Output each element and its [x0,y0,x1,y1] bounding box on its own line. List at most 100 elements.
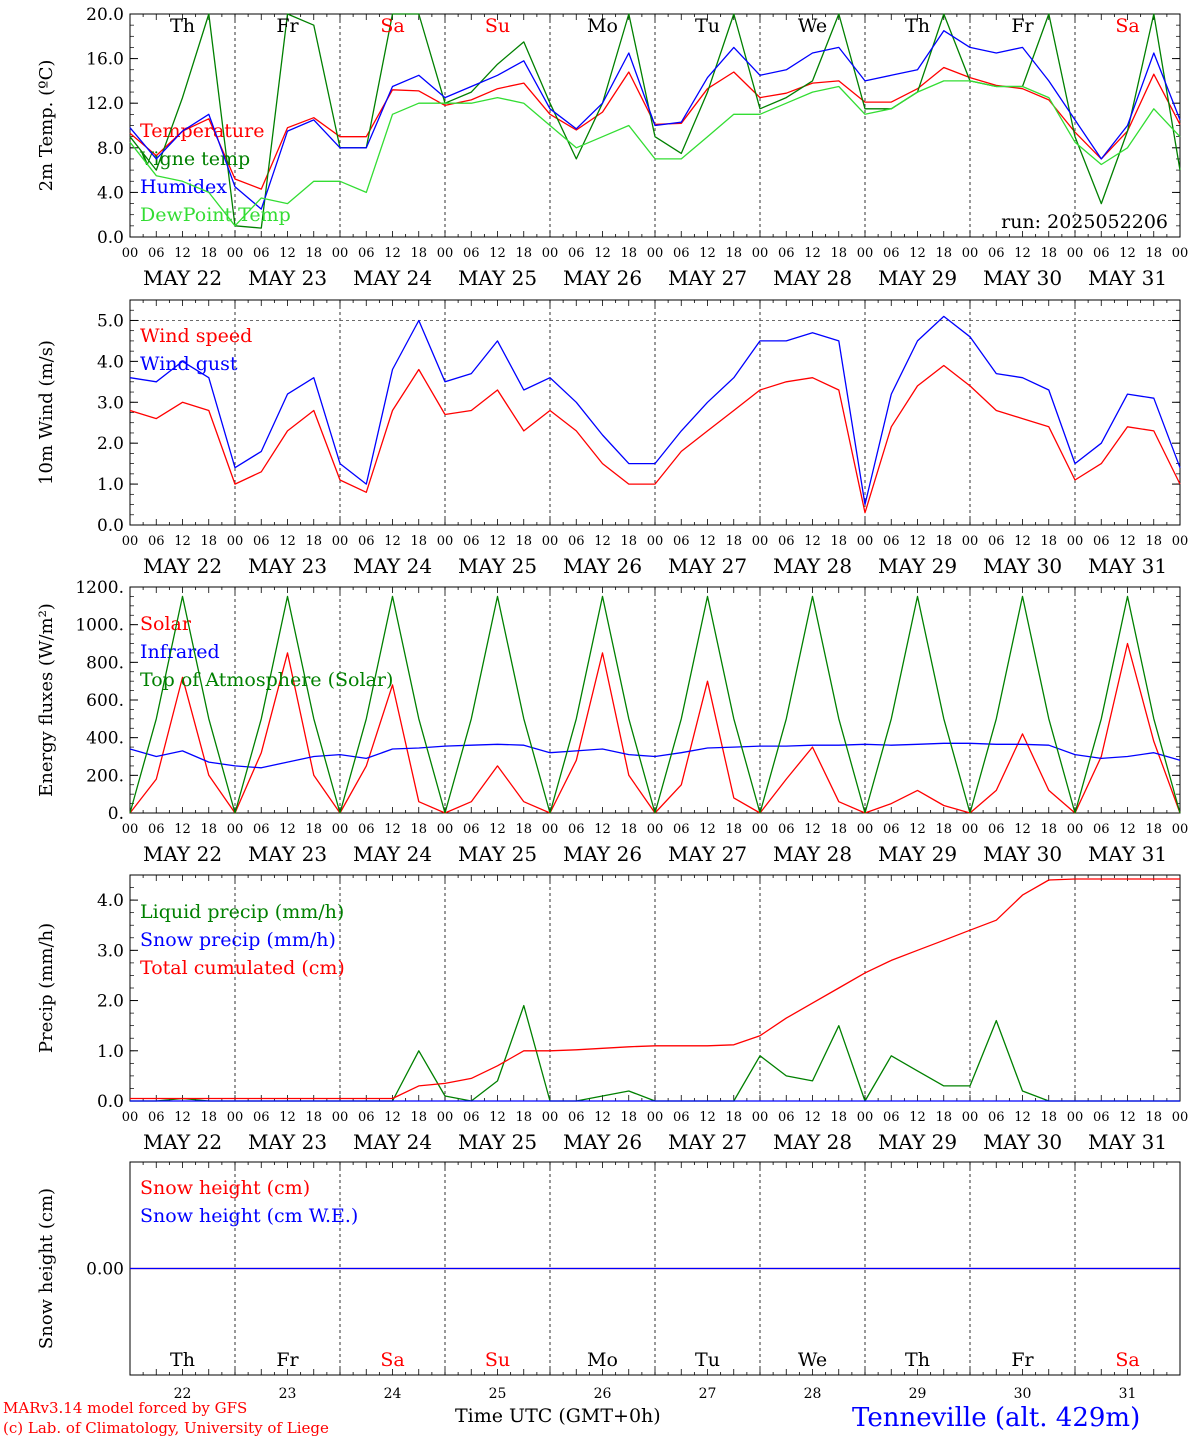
panel-4: 0.0 1.0 2.0 3.0 4.0 Precip (mm/h) Liquid preci… [36,874,1188,1154]
plot-frame [129,299,1181,526]
hour-label: 06 [1093,246,1110,261]
hour-label: 12 [1119,822,1136,837]
y-tick-label: 3.0 [97,393,124,413]
hour-label: 12 [279,534,296,549]
hour-label: 18 [515,822,532,837]
hour-label: 00 [542,534,559,549]
hour-label: 00 [542,1110,559,1125]
hour-label: 06 [568,246,585,261]
hour-label: 18 [515,534,532,549]
hour-label: 12 [174,822,191,837]
hour-label: 12 [594,534,611,549]
y-tick-label: 12.0 [86,94,124,114]
hour-label: 00 [1067,822,1084,837]
hour-label: 18 [410,822,427,837]
hour-label: 18 [305,1110,322,1125]
weekday-label: We [798,15,827,37]
hour-label: 12 [174,1110,191,1125]
hour-label: 00 [752,246,769,261]
hour-label: 00 [1067,534,1084,549]
day-number-label: 24 [384,1386,402,1402]
hour-label: 00 [1172,822,1189,837]
hour-label: 06 [1093,534,1110,549]
hour-label: 06 [253,1110,270,1125]
date-label: MAY 23 [248,1130,327,1154]
date-label: MAY 31 [1088,266,1167,290]
hour-label: 12 [804,534,821,549]
hour-label: 00 [437,534,454,549]
date-label: MAY 24 [353,1130,432,1154]
hour-label: 00 [752,534,769,549]
hour-label: 18 [305,246,322,261]
hour-label: 00 [647,534,664,549]
y-tick-label: 1000. [75,616,124,636]
y-tick-label: 4.0 [97,891,124,911]
hour-label: 00 [437,1110,454,1125]
weekday-label: Mo [587,15,618,37]
date-label: MAY 28 [773,1130,852,1154]
hour-label: 18 [305,534,322,549]
y-axis-label: 2m Temp. (ºC) [36,60,57,192]
series-line-1 [129,364,1181,514]
weekday-label: We [798,1349,827,1371]
station-name: Tenneville (alt. 429m) [852,1403,1141,1433]
hour-label: 00 [122,822,139,837]
hour-label: 00 [122,246,139,261]
hour-label: 00 [647,1110,664,1125]
legend-entry: DewPoint Temp [140,204,291,226]
y-tick-label: 0.00 [86,1260,124,1280]
hour-label: 18 [200,822,217,837]
weekday-label: Sa [380,1349,404,1371]
series-line-4 [129,80,1181,227]
run-label: run: 2025052206 [1001,211,1168,233]
hour-label: 18 [935,1110,952,1125]
date-label: MAY 30 [983,266,1062,290]
hour-label: 12 [174,246,191,261]
hour-label: 12 [279,1110,296,1125]
hour-label: 06 [568,534,585,549]
legend-entry: Snow height (cm) [140,1177,310,1199]
date-label: MAY 27 [668,842,747,866]
date-label: MAY 23 [248,266,327,290]
hour-label: 00 [227,534,244,549]
panel-3: 0. 200. 400. 600. 800. 1000. 1200. Energy fluxe… [36,578,1188,866]
hour-label: 18 [200,246,217,261]
hour-label: 12 [174,534,191,549]
hour-label: 18 [725,1110,742,1125]
hour-label: 06 [778,534,795,549]
hour-label: 18 [620,822,637,837]
hour-label: 12 [489,246,506,261]
weekday-label: Tu [695,15,720,37]
hour-label: 00 [962,246,979,261]
model-credit-line-2: (c) Lab. of Climatology, University of L… [3,1419,329,1437]
hour-label: 00 [857,822,874,837]
hour-label: 18 [1040,1110,1057,1125]
hour-label: 12 [279,246,296,261]
hour-label: 06 [673,1110,690,1125]
y-tick-label: 4.0 [97,183,124,203]
series-line-2 [129,742,1181,769]
y-tick-label: 1.0 [97,1042,124,1062]
hour-label: 00 [857,534,874,549]
hour-label: 18 [620,246,637,261]
hour-label: 18 [305,822,322,837]
hour-label: 12 [1014,1110,1031,1125]
series-line-3 [129,30,1181,210]
weekday-label: Sa [1115,1349,1139,1371]
hour-label: 06 [988,246,1005,261]
date-label: MAY 28 [773,266,852,290]
hour-label: 00 [1067,246,1084,261]
hour-label: 12 [909,822,926,837]
hour-label: 18 [620,1110,637,1125]
hour-label: 00 [1172,534,1189,549]
hour-label: 06 [778,822,795,837]
weekday-label: Fr [276,1349,299,1371]
date-label: MAY 31 [1088,842,1167,866]
weekday-label: Tu [695,1349,720,1371]
hour-label: 18 [935,246,952,261]
hour-label: 06 [148,822,165,837]
weekday-label: Fr [1011,1349,1034,1371]
hour-label: 12 [909,246,926,261]
hour-label: 06 [883,822,900,837]
